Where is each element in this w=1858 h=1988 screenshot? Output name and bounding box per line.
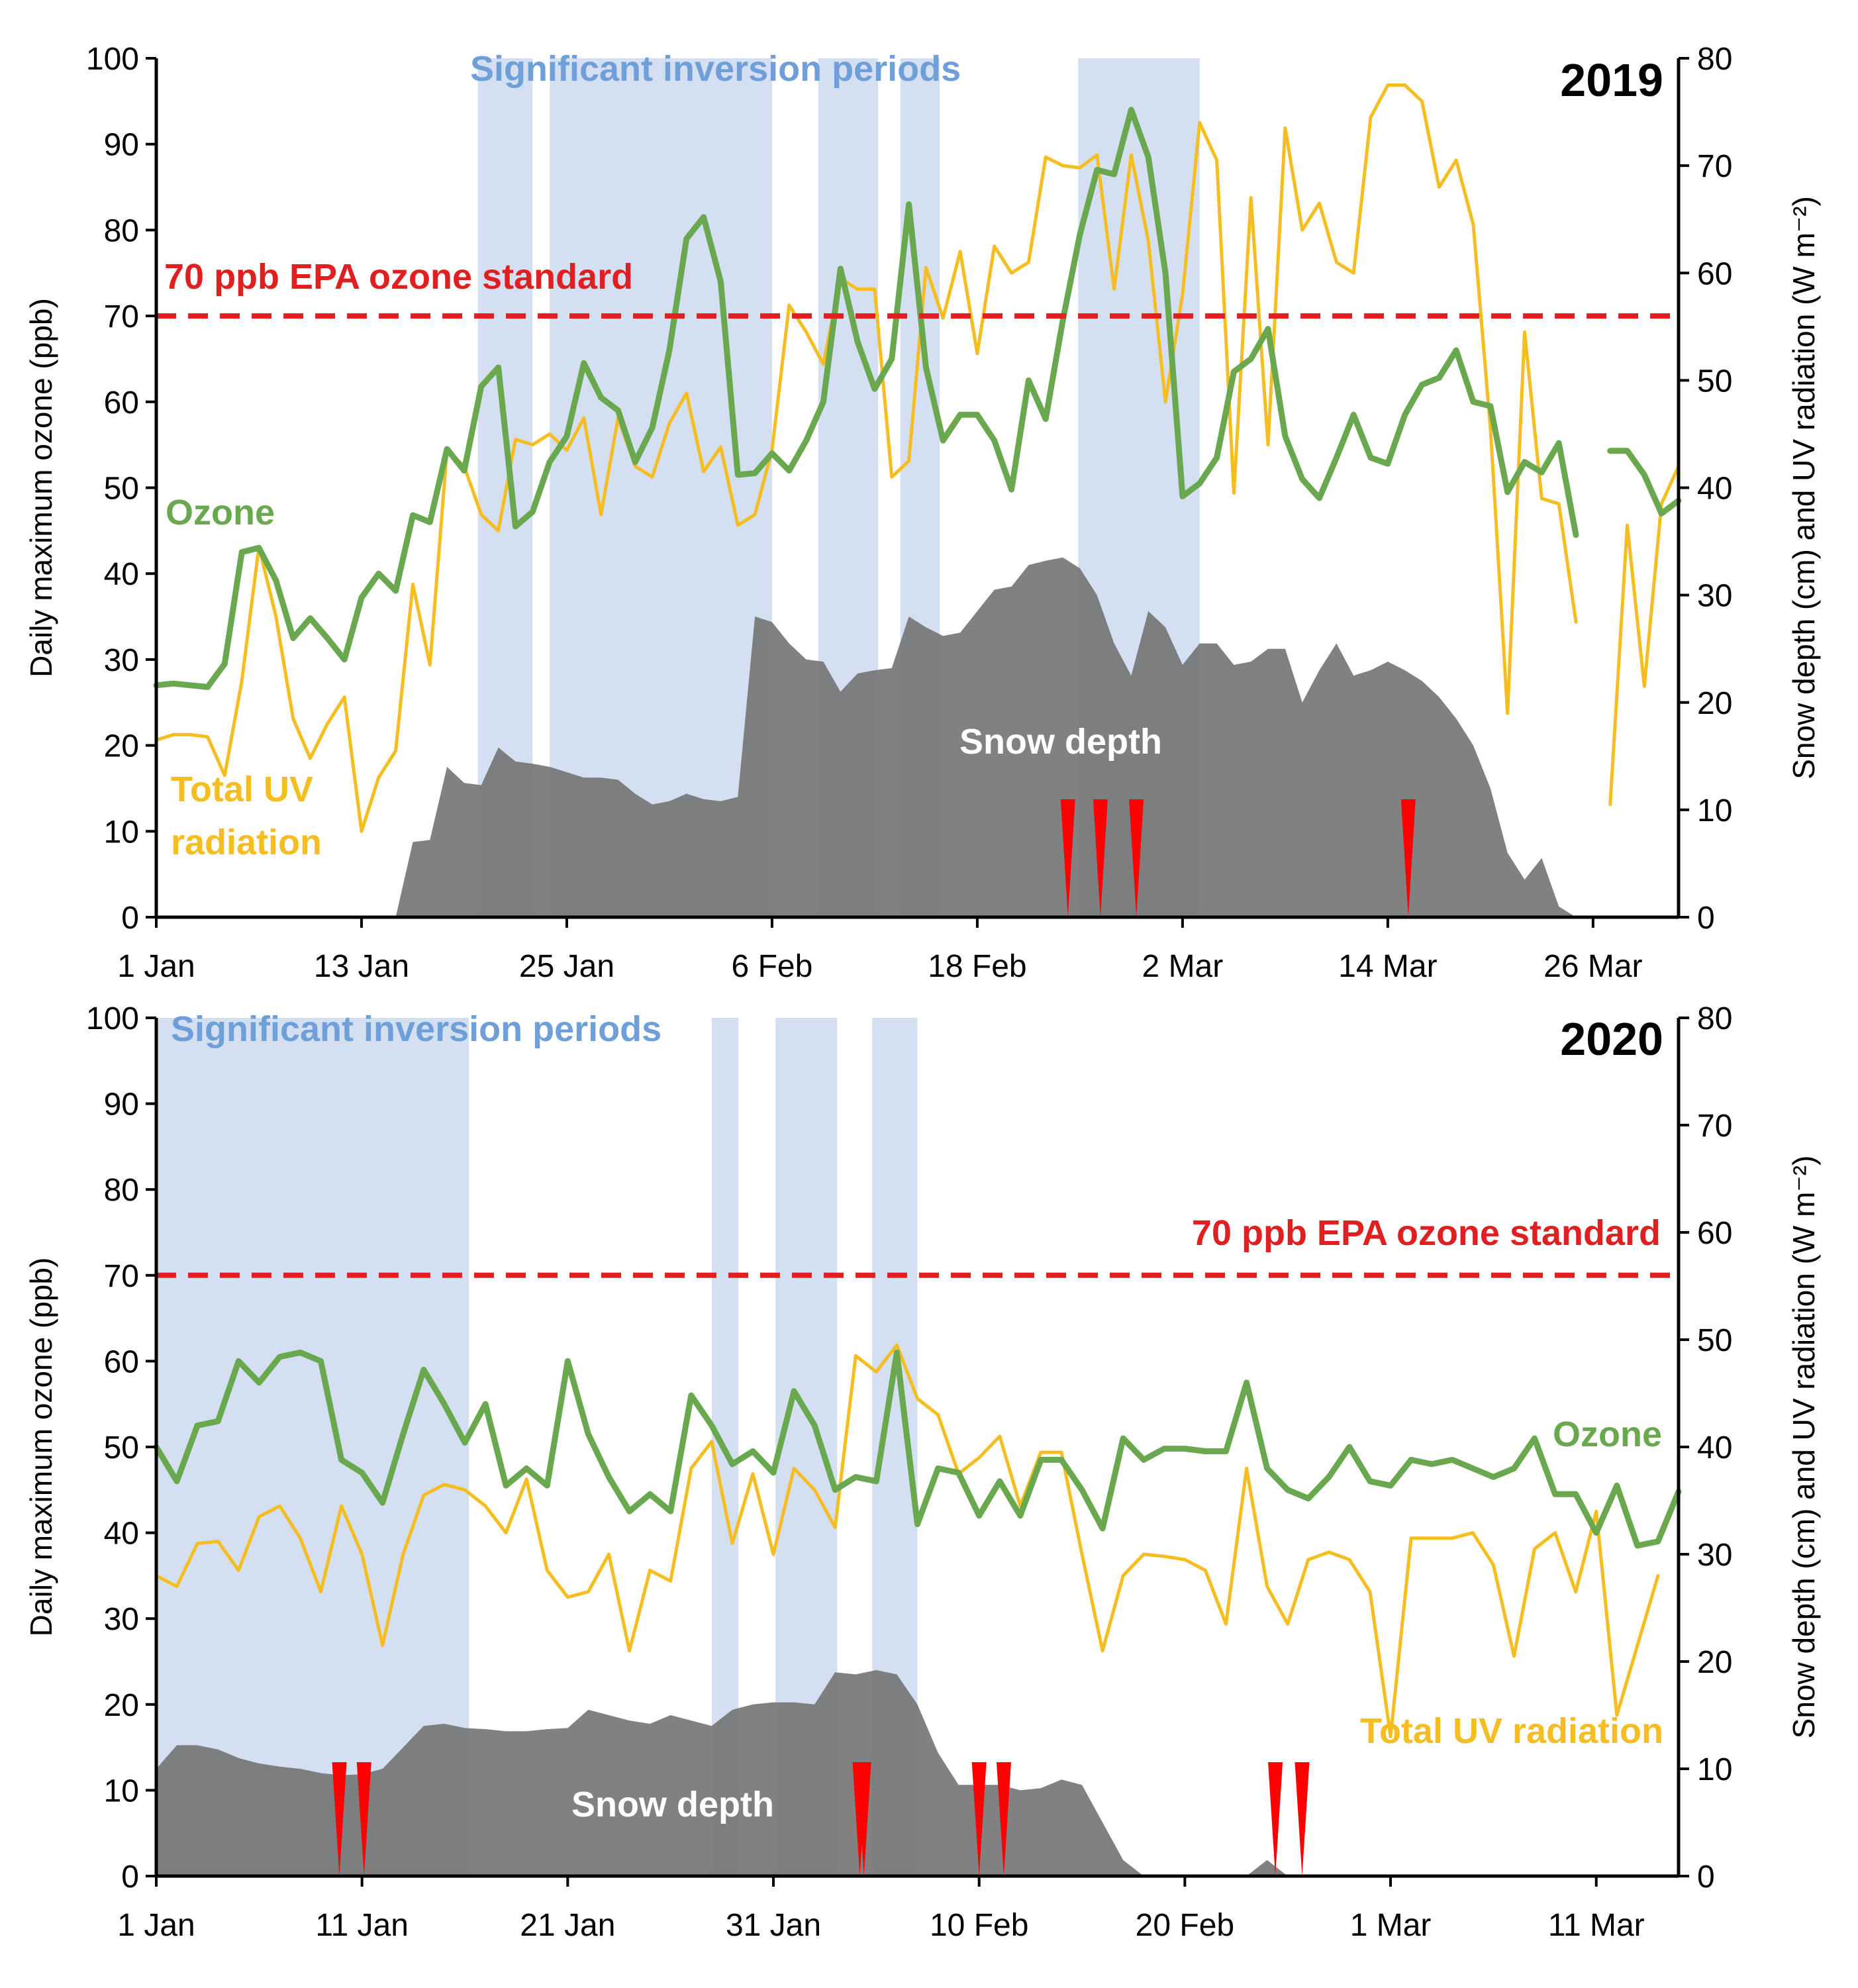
series-label-snow: Snow depth — [571, 1785, 774, 1824]
left-tick-label: 0 — [121, 901, 139, 936]
event-marker — [332, 1762, 347, 1876]
left-tick-label: 30 — [104, 1602, 139, 1637]
ozone-line — [153, 1349, 1682, 1549]
right-tick-label: 20 — [1697, 1645, 1732, 1680]
x-tick-label: 21 Jan — [520, 1908, 615, 1943]
series-label-ozone: Ozone — [166, 493, 275, 532]
event-marker — [1060, 799, 1075, 917]
left-tick-label: 0 — [121, 1860, 139, 1895]
left-tick-label: 90 — [104, 128, 139, 163]
series-label-uv_line2: radiation — [171, 822, 322, 862]
right-tick-label: 40 — [1697, 472, 1732, 507]
chart-panel-2019: 70 ppb EPA ozone standard Significant inv… — [24, 42, 1821, 984]
x-tick-label: 14 Mar — [1338, 949, 1437, 984]
right-tick-label: 80 — [1697, 42, 1732, 77]
left-tick-label: 40 — [104, 557, 139, 592]
series-label-ozone: Ozone — [1553, 1415, 1662, 1454]
event-marker — [971, 1762, 987, 1876]
inversion-label: Significant inversion periods — [171, 1009, 661, 1049]
x-tick-label: 13 Jan — [314, 949, 409, 984]
x-tick-label: 11 Jan — [315, 1908, 409, 1943]
event-marker — [1400, 799, 1416, 917]
x-tick-label: 1 Mar — [1350, 1908, 1432, 1943]
snow-depth-area — [156, 557, 1679, 917]
left-tick-label: 10 — [104, 815, 139, 850]
snow-depth-area — [156, 1670, 1679, 1876]
right-tick-label: 80 — [1697, 1001, 1732, 1036]
x-tick-label: 11 Mar — [1548, 1908, 1645, 1943]
event-marker — [856, 1762, 871, 1876]
inversion-label: Significant inversion periods — [470, 49, 961, 89]
x-tick-label: 18 Feb — [928, 949, 1026, 984]
x-tick-label: 31 Jan — [726, 1908, 821, 1943]
x-tick-label: 10 Feb — [930, 1908, 1028, 1943]
left-tick-label: 70 — [104, 299, 139, 334]
uv-radiation-line — [154, 1343, 1660, 1738]
x-tick-label: 1 Jan — [117, 1908, 195, 1943]
left-tick-label: 20 — [104, 1688, 139, 1723]
x-tick-label: 25 Jan — [519, 949, 614, 984]
ozone-line — [153, 107, 1682, 690]
left-axis-title: Daily maximum ozone (ppb) — [24, 1258, 58, 1637]
right-axis-title: Snow depth (cm) and UV radiation (W m⁻²) — [1786, 1156, 1821, 1739]
x-tick-label: 26 Mar — [1543, 949, 1642, 984]
left-tick-label: 70 — [104, 1259, 139, 1294]
x-tick-label: 20 Feb — [1136, 1908, 1234, 1943]
right-tick-label: 70 — [1697, 149, 1732, 184]
year-label: 2020 — [1560, 1013, 1663, 1065]
left-tick-label: 80 — [104, 213, 139, 248]
inversion-band — [550, 58, 772, 917]
event-marker — [1129, 799, 1144, 917]
event-marker — [996, 1762, 1011, 1876]
left-tick-label: 90 — [104, 1087, 139, 1122]
right-tick-label: 60 — [1697, 256, 1732, 291]
left-tick-label: 100 — [86, 42, 139, 77]
left-tick-label: 50 — [104, 472, 139, 507]
x-tick-label: 2 Mar — [1142, 949, 1224, 984]
left-tick-label: 80 — [104, 1173, 139, 1208]
ozone-standard-label: 70 ppb EPA ozone standard — [1192, 1213, 1661, 1253]
left-tick-label: 10 — [104, 1773, 139, 1809]
left-tick-label: 40 — [104, 1516, 139, 1552]
left-tick-label: 60 — [104, 385, 139, 421]
right-tick-label: 30 — [1697, 579, 1732, 614]
chart-panel-2020: 70 ppb EPA ozone standard Significant inv… — [24, 1001, 1821, 1943]
left-tick-label: 100 — [86, 1001, 139, 1036]
right-tick-label: 50 — [1697, 1323, 1732, 1358]
right-axis-title: Snow depth (cm) and UV radiation (W m⁻²) — [1786, 196, 1821, 779]
event-marker — [1093, 799, 1108, 917]
left-tick-label: 20 — [104, 729, 139, 764]
right-tick-label: 10 — [1697, 1752, 1732, 1787]
right-tick-label: 20 — [1697, 686, 1732, 721]
left-tick-label: 50 — [104, 1430, 139, 1466]
right-tick-label: 70 — [1697, 1109, 1732, 1144]
series-label-uv_line1: Total UV — [171, 770, 313, 809]
series-label-snow: Snow depth — [959, 722, 1162, 762]
event-marker — [1295, 1762, 1310, 1876]
x-tick-label: 1 Jan — [117, 949, 195, 984]
right-tick-label: 60 — [1697, 1216, 1732, 1251]
event-marker — [1268, 1762, 1283, 1876]
series-label-uv: Total UV radiation — [1360, 1711, 1663, 1751]
uv-radiation-line — [154, 83, 1681, 833]
right-tick-label: 0 — [1697, 901, 1715, 936]
year-label: 2019 — [1560, 54, 1663, 106]
right-tick-label: 40 — [1697, 1430, 1732, 1466]
event-marker — [356, 1762, 371, 1876]
left-tick-label: 30 — [104, 643, 139, 678]
inversion-band — [156, 1018, 469, 1876]
left-axis-title: Daily maximum ozone (ppb) — [24, 298, 58, 677]
right-tick-label: 50 — [1697, 364, 1732, 399]
right-tick-label: 0 — [1697, 1860, 1715, 1895]
x-tick-label: 6 Feb — [732, 949, 813, 984]
right-tick-label: 10 — [1697, 793, 1732, 828]
ozone-standard-label: 70 ppb EPA ozone standard — [164, 257, 633, 297]
left-tick-label: 60 — [104, 1344, 139, 1379]
right-tick-label: 30 — [1697, 1538, 1732, 1573]
